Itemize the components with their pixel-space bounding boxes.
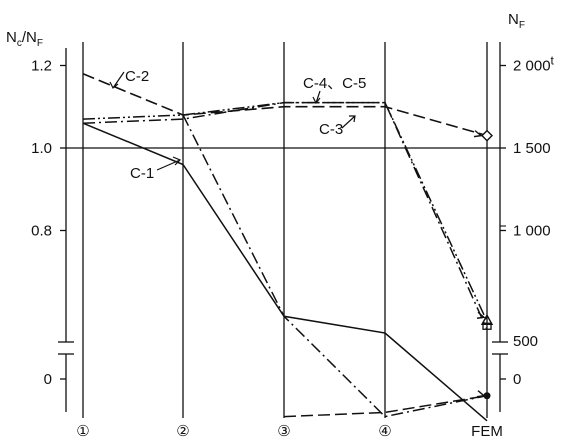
left-axis-title-sub1: c bbox=[17, 38, 22, 49]
right-axis-title-sub: F bbox=[519, 20, 525, 31]
right-axis-unit: t bbox=[551, 54, 555, 68]
annotation-arrow-c1 bbox=[156, 156, 182, 171]
left-tick-label-3: 0 bbox=[44, 371, 52, 388]
right-tick-label-2: 1 000 bbox=[513, 223, 551, 240]
series-line-4 bbox=[82, 101, 488, 322]
annotation-c2: C-2 bbox=[125, 68, 149, 85]
right-axis-title: NF bbox=[508, 11, 525, 31]
right-tick-label-1: 1 500 bbox=[513, 140, 551, 157]
arrowhead-c3 bbox=[476, 311, 486, 319]
arrowhead-c2 bbox=[473, 130, 483, 138]
markers bbox=[473, 129, 494, 400]
category-label-4: ④ bbox=[378, 423, 391, 439]
fem-triangle-marker bbox=[480, 313, 494, 325]
left-axis-title-main: N bbox=[6, 29, 17, 46]
right-tick-label-0: 2 000t bbox=[513, 54, 555, 75]
right-tick-label-3: 0 bbox=[513, 371, 521, 388]
annotation-arrow-c2 bbox=[109, 71, 125, 89]
annotation-c3: C-3 bbox=[319, 121, 343, 138]
left-tick-label-1: 1.0 bbox=[31, 140, 52, 157]
right-tick-label-below-0: 500 bbox=[513, 333, 538, 350]
tick-labels: 1.2 1.0 0.8 0 2 000t 1 500 1 000 0 500 ① ② ③ ④ FEM bbox=[31, 54, 554, 439]
category-label-3: ③ bbox=[277, 423, 290, 439]
vertical-gridlines bbox=[82, 42, 488, 418]
annotation-arrow-c3 bbox=[341, 115, 356, 129]
annotation-c45: C-4、C-5 bbox=[303, 75, 366, 92]
series-lines bbox=[82, 73, 488, 422]
fem-dot-marker bbox=[483, 392, 491, 400]
annotation-arrows bbox=[109, 71, 356, 171]
left-axis-title-slash: /N bbox=[22, 29, 37, 46]
fem-square-marker bbox=[482, 322, 492, 330]
left-tick-label-0: 1.2 bbox=[31, 58, 52, 75]
left-axis-title-sub2: F bbox=[37, 38, 43, 49]
category-label-2: ② bbox=[176, 423, 189, 439]
fem-diamond-marker bbox=[481, 129, 493, 142]
series-line-2 bbox=[82, 73, 488, 137]
arrowhead-bottom bbox=[476, 390, 486, 398]
axes bbox=[58, 42, 508, 412]
category-label-5: FEM bbox=[471, 423, 503, 439]
series-line-5 bbox=[182, 114, 488, 418]
category-label-1: ① bbox=[76, 423, 89, 439]
series-line-3 bbox=[82, 101, 488, 330]
left-tick-label-2: 0.8 bbox=[31, 223, 52, 240]
right-axis-title-main: N bbox=[508, 11, 519, 28]
left-axis-title: Nc/NF bbox=[6, 29, 43, 49]
annotation-arrow-c45 bbox=[312, 90, 321, 105]
annotation-c1: C-1 bbox=[130, 165, 154, 182]
